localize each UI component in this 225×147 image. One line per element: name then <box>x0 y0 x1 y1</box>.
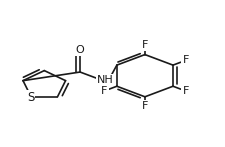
Text: F: F <box>101 86 108 96</box>
Text: F: F <box>142 101 148 111</box>
Text: F: F <box>142 40 148 50</box>
Text: NH: NH <box>97 75 113 85</box>
Text: F: F <box>182 55 189 65</box>
Text: O: O <box>76 45 84 55</box>
Text: F: F <box>182 86 189 96</box>
Text: S: S <box>27 91 34 104</box>
